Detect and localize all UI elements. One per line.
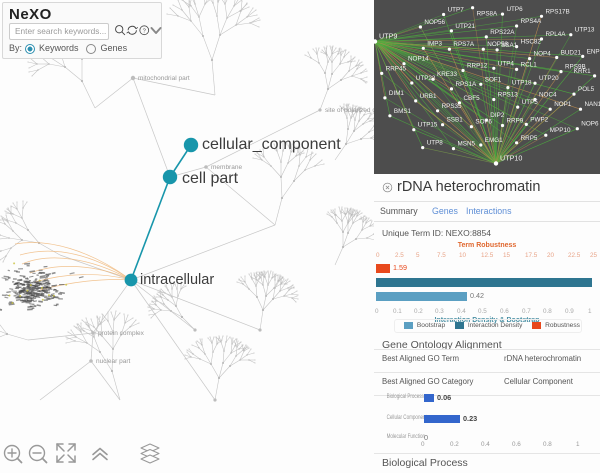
- svg-text:site of polarized growth: site of polarized growth: [325, 107, 374, 114]
- svg-text:UTP7: UTP7: [448, 7, 465, 14]
- svg-text:POL5: POL5: [578, 86, 595, 93]
- svg-text:NOP1: NOP1: [554, 101, 572, 108]
- svg-text:UTP15: UTP15: [418, 122, 438, 129]
- svg-text:HSC82: HSC82: [521, 39, 542, 46]
- svg-text:RCL1: RCL1: [521, 61, 538, 68]
- svg-text:cellular_component: cellular_component: [202, 136, 341, 153]
- svg-text:RRP9: RRP9: [507, 118, 524, 125]
- svg-text:protein complex: protein complex: [98, 330, 145, 337]
- svg-text:URB1: URB1: [420, 93, 437, 100]
- svg-text:IMP3: IMP3: [427, 40, 442, 47]
- svg-text:UTP21: UTP21: [455, 23, 475, 30]
- svg-text:RPS8A: RPS8A: [477, 11, 498, 18]
- svg-text:NOP56: NOP56: [424, 19, 445, 26]
- svg-text:RRP12: RRP12: [467, 63, 488, 70]
- svg-text:UTP4: UTP4: [498, 60, 515, 67]
- svg-text:UTP22: UTP22: [416, 75, 436, 82]
- svg-text:UTP13: UTP13: [575, 27, 595, 34]
- svg-text:RPS35: RPS35: [442, 103, 462, 110]
- svg-text:mitochondrial part: mitochondrial part: [138, 75, 190, 82]
- svg-text:intracellular: intracellular: [140, 272, 214, 288]
- svg-text:NOP4: NOP4: [534, 51, 552, 58]
- svg-text:KRE33: KRE33: [437, 71, 457, 78]
- svg-text:UTP10: UTP10: [500, 153, 522, 162]
- svg-text:SSB1: SSB1: [447, 117, 464, 124]
- svg-text:RPS17B: RPS17B: [546, 8, 570, 15]
- svg-text:RPL4A: RPL4A: [546, 31, 567, 38]
- svg-text:SOF6: SOF6: [475, 119, 492, 126]
- svg-text:cell part: cell part: [182, 170, 239, 187]
- svg-text:ENP1: ENP1: [587, 48, 600, 55]
- svg-text:RRP45: RRP45: [386, 65, 407, 72]
- svg-text:NAN1: NAN1: [585, 101, 600, 108]
- svg-text:nuclear part: nuclear part: [96, 358, 131, 365]
- svg-text:SOF1: SOF1: [485, 76, 502, 83]
- svg-text:BUD21: BUD21: [561, 50, 582, 57]
- svg-text:DIP2: DIP2: [490, 112, 504, 119]
- svg-text:MPP10: MPP10: [550, 127, 571, 134]
- svg-text:RRP5: RRP5: [521, 135, 538, 142]
- svg-text:CBF5: CBF5: [464, 95, 481, 102]
- svg-text:UTP8: UTP8: [427, 140, 444, 147]
- svg-text:NOP14: NOP14: [408, 56, 429, 63]
- svg-text:RPS13: RPS13: [498, 92, 518, 99]
- svg-text:NOP6: NOP6: [581, 121, 599, 128]
- svg-text:UTP20: UTP20: [539, 75, 559, 82]
- svg-text:UTP9: UTP9: [379, 32, 397, 41]
- svg-text:MSN5: MSN5: [458, 141, 476, 148]
- svg-text:RPS4A: RPS4A: [521, 18, 542, 25]
- svg-text:BMS1: BMS1: [394, 108, 412, 115]
- svg-text:NOC4: NOC4: [539, 92, 557, 99]
- svg-text:DIM1: DIM1: [389, 90, 405, 97]
- svg-text:RPS1A: RPS1A: [456, 81, 477, 88]
- svg-text:UTP18: UTP18: [512, 80, 532, 87]
- svg-text:PWP2: PWP2: [530, 116, 548, 123]
- svg-text:UTP6: UTP6: [507, 6, 524, 13]
- svg-text:RPS7A: RPS7A: [453, 41, 474, 48]
- svg-text:?: ?: [143, 29, 146, 35]
- svg-text:UTP5: UTP5: [522, 99, 539, 106]
- svg-text:RPS22A: RPS22A: [490, 29, 515, 36]
- svg-text:EMG1: EMG1: [485, 137, 503, 144]
- svg-text:SSA1: SSA1: [501, 42, 518, 49]
- svg-text:KRR1: KRR1: [574, 68, 591, 75]
